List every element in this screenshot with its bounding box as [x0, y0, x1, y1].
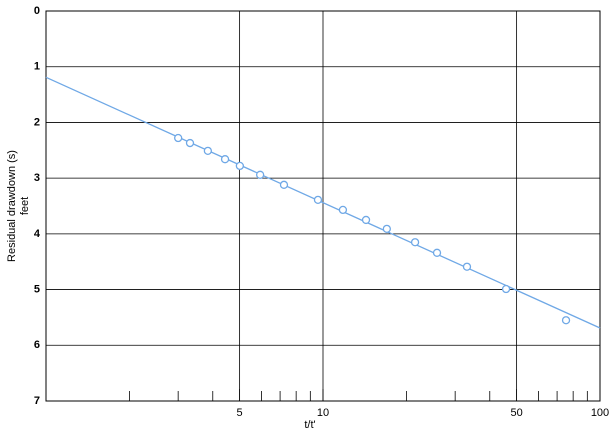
data-point	[410, 238, 420, 247]
y-tick-label: 1	[34, 61, 40, 73]
data-point	[313, 195, 323, 205]
y-axis-label: feet	[19, 197, 31, 215]
data-point	[174, 133, 183, 143]
y-tick-label: 2	[34, 116, 40, 128]
x-tick-label: 10	[317, 407, 329, 419]
data-point	[255, 170, 265, 179]
x-tick-label: 100	[591, 407, 609, 419]
data-point	[462, 262, 472, 271]
y-tick-label: 4	[34, 228, 41, 240]
x-tick-label: 5	[237, 407, 243, 419]
data-point	[279, 180, 289, 189]
y-tick-label: 7	[34, 395, 40, 407]
data-point	[338, 205, 348, 215]
y-tick-label: 5	[34, 283, 40, 295]
y-tick-label: 0	[34, 5, 40, 17]
data-point	[220, 155, 230, 164]
data-point	[235, 161, 245, 171]
data-point	[361, 215, 371, 225]
data-point	[432, 248, 442, 257]
plot-frame	[45, 10, 601, 402]
y-tick-label: 3	[34, 172, 40, 184]
data-point	[501, 284, 511, 294]
y-tick-label: 6	[34, 339, 40, 351]
data-point	[382, 224, 391, 233]
x-axis-label: t/t'	[304, 419, 315, 431]
y-axis-label: Residual drawdown (s)	[6, 150, 18, 262]
data-point	[185, 138, 195, 148]
data-point	[561, 316, 571, 325]
x-tick-label: 50	[510, 407, 522, 419]
data-point	[203, 146, 213, 155]
